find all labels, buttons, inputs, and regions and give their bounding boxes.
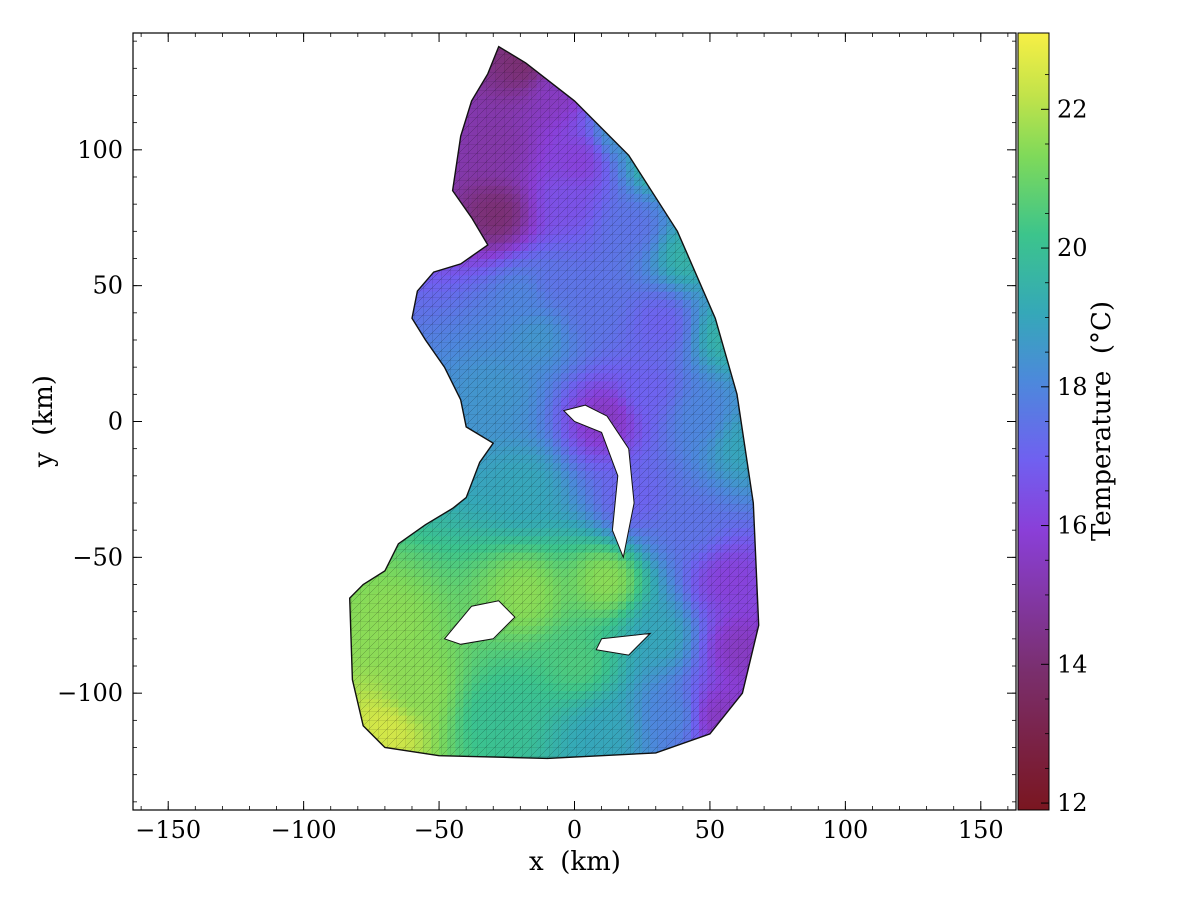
colorbar-tick-label: 12	[1057, 789, 1088, 817]
x-tick-label: 50	[695, 816, 726, 844]
island	[443, 600, 516, 645]
colorbar-label: Temperature (°C)	[1087, 301, 1117, 541]
triangular-mesh-overlay	[349, 46, 759, 759]
colorbar-tick-label: 20	[1057, 234, 1088, 262]
x-tick-label: 150	[958, 816, 1004, 844]
colorbar-tick-label: 14	[1057, 650, 1088, 678]
x-tick-label: −150	[135, 816, 201, 844]
y-axis-label: y (km)	[29, 375, 59, 468]
colorbar-tick-label: 16	[1057, 512, 1088, 540]
island	[595, 632, 652, 656]
x-tick-label: 100	[822, 816, 868, 844]
y-tick-label: 100	[77, 136, 123, 164]
x-axis-label: x (km)	[529, 847, 621, 877]
x-tick-label: 0	[567, 816, 582, 844]
x-axis-ticks: −150 −100 −50 0 50 100 150	[135, 33, 1009, 844]
x-tick-label: −100	[271, 816, 337, 844]
colorbar-ticks: 12 14 16 18 20 22	[1041, 74, 1088, 817]
colorbar-tick-label: 18	[1057, 373, 1088, 401]
islands	[443, 404, 652, 656]
island	[562, 404, 635, 560]
colorbar-tick-label: 22	[1057, 95, 1088, 123]
x-tick-label: −50	[414, 816, 465, 844]
y-tick-label: 0	[108, 408, 123, 436]
y-tick-label: −50	[72, 543, 123, 571]
y-tick-label: 50	[92, 272, 123, 300]
domain-boundary	[348, 45, 760, 760]
y-tick-label: −100	[57, 679, 123, 707]
colorbar	[1017, 32, 1050, 811]
y-axis-ticks: −100 −50 0 50 100	[57, 40, 1016, 803]
